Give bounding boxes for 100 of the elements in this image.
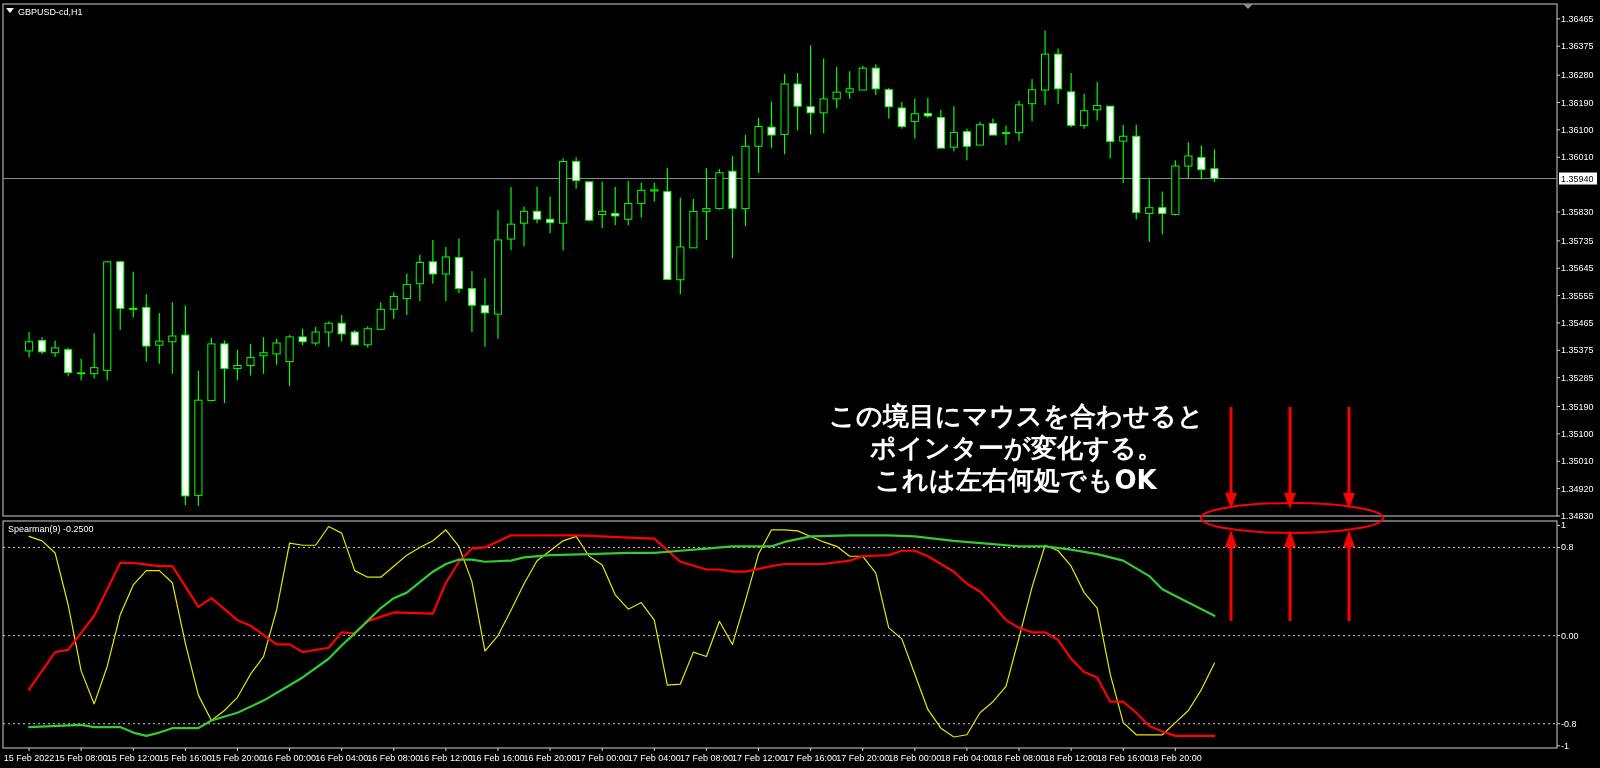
y-tick-label: 1.36010 xyxy=(1561,152,1594,163)
x-tick-label: 17 Feb 12:00 xyxy=(731,753,786,763)
candlestick xyxy=(884,87,893,120)
candlestick xyxy=(1197,144,1206,181)
candlestick xyxy=(90,332,99,380)
x-tick-label: 17 Feb 16:00 xyxy=(784,753,838,763)
y-tick-label: 1.35100 xyxy=(1561,428,1594,439)
ref-line-label: 1.35940 xyxy=(1561,173,1594,184)
y-tick-label: 1 xyxy=(1561,520,1567,531)
candlestick xyxy=(337,314,346,342)
x-tick-label: 15 Feb 12:00 xyxy=(106,753,160,763)
candlestick xyxy=(155,312,164,365)
x-tick-label: 15 Feb 08:00 xyxy=(54,753,108,763)
candlestick xyxy=(233,349,242,381)
candlestick xyxy=(897,101,906,130)
candlestick xyxy=(402,272,411,316)
candlestick xyxy=(51,339,60,358)
x-tick-label: 17 Feb 08:00 xyxy=(679,753,733,763)
candlestick xyxy=(1145,178,1154,243)
x-tick-label: 16 Feb 16:00 xyxy=(471,753,525,763)
y-tick-label: -0.8 xyxy=(1561,718,1577,729)
y-tick-label: 1.36375 xyxy=(1561,41,1594,52)
candlestick xyxy=(1080,93,1089,130)
y-tick-label: 1.35645 xyxy=(1561,263,1594,274)
y-tick-label: 1.35830 xyxy=(1561,206,1594,217)
y-tick-label: 1.35010 xyxy=(1561,456,1594,467)
y-tick-label: 1.36100 xyxy=(1561,124,1594,135)
x-tick-label: 18 Feb 20:00 xyxy=(1148,753,1202,763)
y-tick-label: 1.34920 xyxy=(1561,483,1594,494)
candlestick xyxy=(767,101,776,149)
x-tick-label: 18 Feb 16:00 xyxy=(1096,753,1150,763)
candlestick xyxy=(24,331,34,359)
y-tick-label: 1.36190 xyxy=(1561,97,1594,108)
candlestick xyxy=(77,358,86,381)
candlestick xyxy=(467,270,477,333)
y-tick-label: 1.35555 xyxy=(1561,290,1594,301)
y-tick-label: 1.35190 xyxy=(1561,401,1594,412)
candlestick xyxy=(910,98,919,139)
candlestick xyxy=(845,70,854,100)
candlestick xyxy=(1119,124,1128,184)
x-tick-label: 16 Feb 12:00 xyxy=(419,753,473,763)
candlestick xyxy=(1027,78,1037,122)
candlestick xyxy=(611,186,620,226)
y-tick-label: 1.35375 xyxy=(1561,345,1594,356)
candlestick xyxy=(923,97,932,119)
candlestick xyxy=(793,72,802,132)
candlestick xyxy=(754,117,763,174)
y-tick-label: 1.36465 xyxy=(1561,13,1594,24)
x-tick-label: 15 Feb 20:00 xyxy=(210,753,264,763)
candlestick xyxy=(519,205,529,247)
candlestick xyxy=(389,291,398,320)
x-tick-label: 16 Feb 08:00 xyxy=(367,753,421,763)
candlestick xyxy=(819,57,828,134)
y-tick-label: 1.34830 xyxy=(1561,511,1594,521)
candlestick xyxy=(572,156,581,190)
y-tick-label: -1 xyxy=(1561,740,1570,751)
x-tick-label: 17 Feb 04:00 xyxy=(627,753,681,763)
candlestick xyxy=(1001,125,1011,146)
candlestick xyxy=(702,167,711,241)
candlestick xyxy=(637,182,646,219)
chart-title: GBPUSD-cd,H1 xyxy=(18,7,83,17)
chart-title: Spearman(9) -0.2500 xyxy=(8,524,94,534)
x-tick-label: 17 Feb 00:00 xyxy=(575,753,629,763)
y-tick-label: 1.35735 xyxy=(1561,235,1594,246)
candlestick xyxy=(1093,81,1102,122)
x-tick-label: 15 Feb 16:00 xyxy=(158,753,212,763)
candlestick xyxy=(480,277,490,348)
candlestick xyxy=(1158,190,1167,236)
candlestick xyxy=(324,320,333,348)
y-tick-label: 0.8 xyxy=(1561,542,1574,553)
candlestick xyxy=(168,301,177,375)
y-tick-label: 0.00 xyxy=(1561,630,1579,641)
candlestick xyxy=(428,239,437,285)
candlestick xyxy=(1210,148,1219,183)
x-tick-label: 16 Feb 00:00 xyxy=(263,753,317,763)
candlestick xyxy=(1184,141,1193,179)
candlestick xyxy=(650,182,659,203)
candlestick xyxy=(858,65,867,91)
x-tick-label: 15 Feb 2022 xyxy=(3,753,55,763)
candlestick xyxy=(272,338,281,366)
x-tick-label: 17 Feb 20:00 xyxy=(836,753,890,763)
x-tick-label: 18 Feb 04:00 xyxy=(940,753,994,763)
x-tick-label: 18 Feb 12:00 xyxy=(1044,753,1098,763)
y-tick-label: 1.35285 xyxy=(1561,372,1594,383)
x-tick-label: 18 Feb 00:00 xyxy=(888,753,942,763)
candlestick xyxy=(546,195,555,234)
candlestick xyxy=(246,343,255,377)
y-tick-label: 1.36280 xyxy=(1561,70,1594,81)
candlestick xyxy=(871,63,880,96)
candlestick xyxy=(415,254,424,302)
x-tick-label: 16 Feb 20:00 xyxy=(523,753,577,763)
candlestick xyxy=(506,186,516,251)
candlestick xyxy=(64,347,73,377)
candlestick xyxy=(441,246,450,302)
candlestick xyxy=(532,186,542,224)
annotation: この境目にマウスを合わせるとポインターが変化する。これは左右何処でもOK xyxy=(828,401,1204,495)
candlestick xyxy=(962,128,972,161)
candlestick xyxy=(129,271,138,319)
candlestick xyxy=(259,336,268,375)
candlestick xyxy=(806,44,815,136)
